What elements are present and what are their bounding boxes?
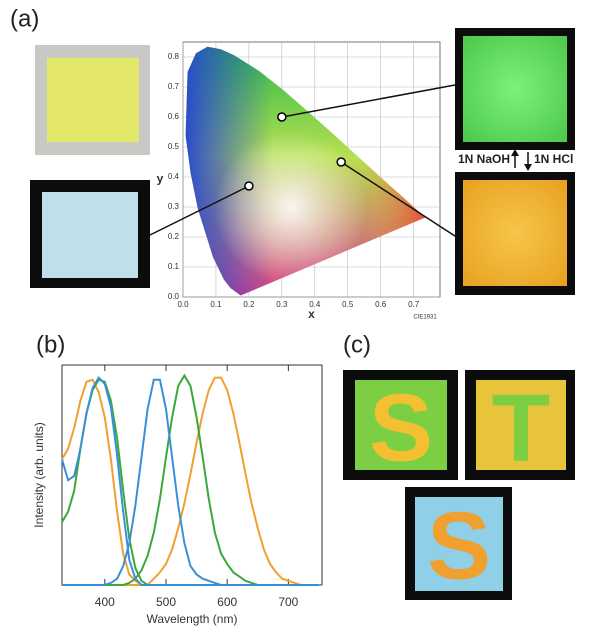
x-tick-label: 0.1 <box>210 300 222 309</box>
y-tick-label: 0.7 <box>168 82 180 91</box>
photo-letter: S <box>427 493 491 600</box>
y-tick-label: 0.5 <box>168 142 180 151</box>
spectrum-line <box>61 375 319 586</box>
x-tick-label: 0.4 <box>309 300 321 309</box>
x-axis-label: x <box>308 307 315 321</box>
spectrum-line <box>61 378 319 586</box>
photo-film-green <box>355 380 447 470</box>
x-tick-label: 0.6 <box>375 300 387 309</box>
annotation: 1N HCl <box>534 152 573 166</box>
photo-film-yellow <box>47 58 139 142</box>
data-point <box>244 181 254 191</box>
x-tick-label: 700 <box>278 595 298 609</box>
data-point <box>336 157 346 167</box>
panel-label: (a) <box>10 5 39 32</box>
connector <box>149 185 250 236</box>
connector <box>281 84 456 118</box>
photo-film-orange <box>463 180 567 286</box>
x-tick-label: 0.7 <box>408 300 420 309</box>
spectrum-line <box>62 378 319 586</box>
x-tick-label: 0.3 <box>276 300 288 309</box>
photo-letter: T <box>492 375 551 482</box>
data-point <box>277 112 287 122</box>
photo-film-blue <box>42 192 138 278</box>
y-tick-label: 0.1 <box>168 262 180 271</box>
spectrum-line <box>61 378 319 586</box>
spectrum-line <box>62 376 319 586</box>
y-tick-label: 0.3 <box>168 202 180 211</box>
y-axis-label: Intensity (arb. units) <box>32 422 46 527</box>
annotation: 1N NaOH <box>458 152 510 166</box>
photo-letter: S <box>369 375 433 482</box>
x-tick-label: 0.5 <box>342 300 354 309</box>
x-tick-label: 500 <box>156 595 176 609</box>
x-tick-label: 0.2 <box>243 300 255 309</box>
arrow-head <box>524 164 532 171</box>
y-tick-label: 0.0 <box>168 292 180 301</box>
photo-film-yellow <box>476 380 566 470</box>
spectrum-line <box>62 373 319 586</box>
x-tick-label: 400 <box>95 595 115 609</box>
panel-label: (b) <box>36 331 65 358</box>
y-tick-label: 0.6 <box>168 112 180 121</box>
x-axis-label: Wavelength (nm) <box>147 612 238 626</box>
footnote: CIE1931 <box>413 315 437 321</box>
y-tick-label: 0.2 <box>168 232 180 241</box>
connector <box>340 161 459 239</box>
panel-label: (c) <box>343 331 371 358</box>
y-tick-label: 0.8 <box>168 52 180 61</box>
y-tick-label: 0.4 <box>168 172 180 181</box>
y-axis-label: y <box>157 172 164 186</box>
photo-film-green <box>463 36 567 142</box>
photo-film-blue <box>415 497 503 591</box>
x-tick-label: 600 <box>217 595 237 609</box>
arrow-head <box>511 149 519 156</box>
x-tick-label: 0.0 <box>177 300 189 309</box>
